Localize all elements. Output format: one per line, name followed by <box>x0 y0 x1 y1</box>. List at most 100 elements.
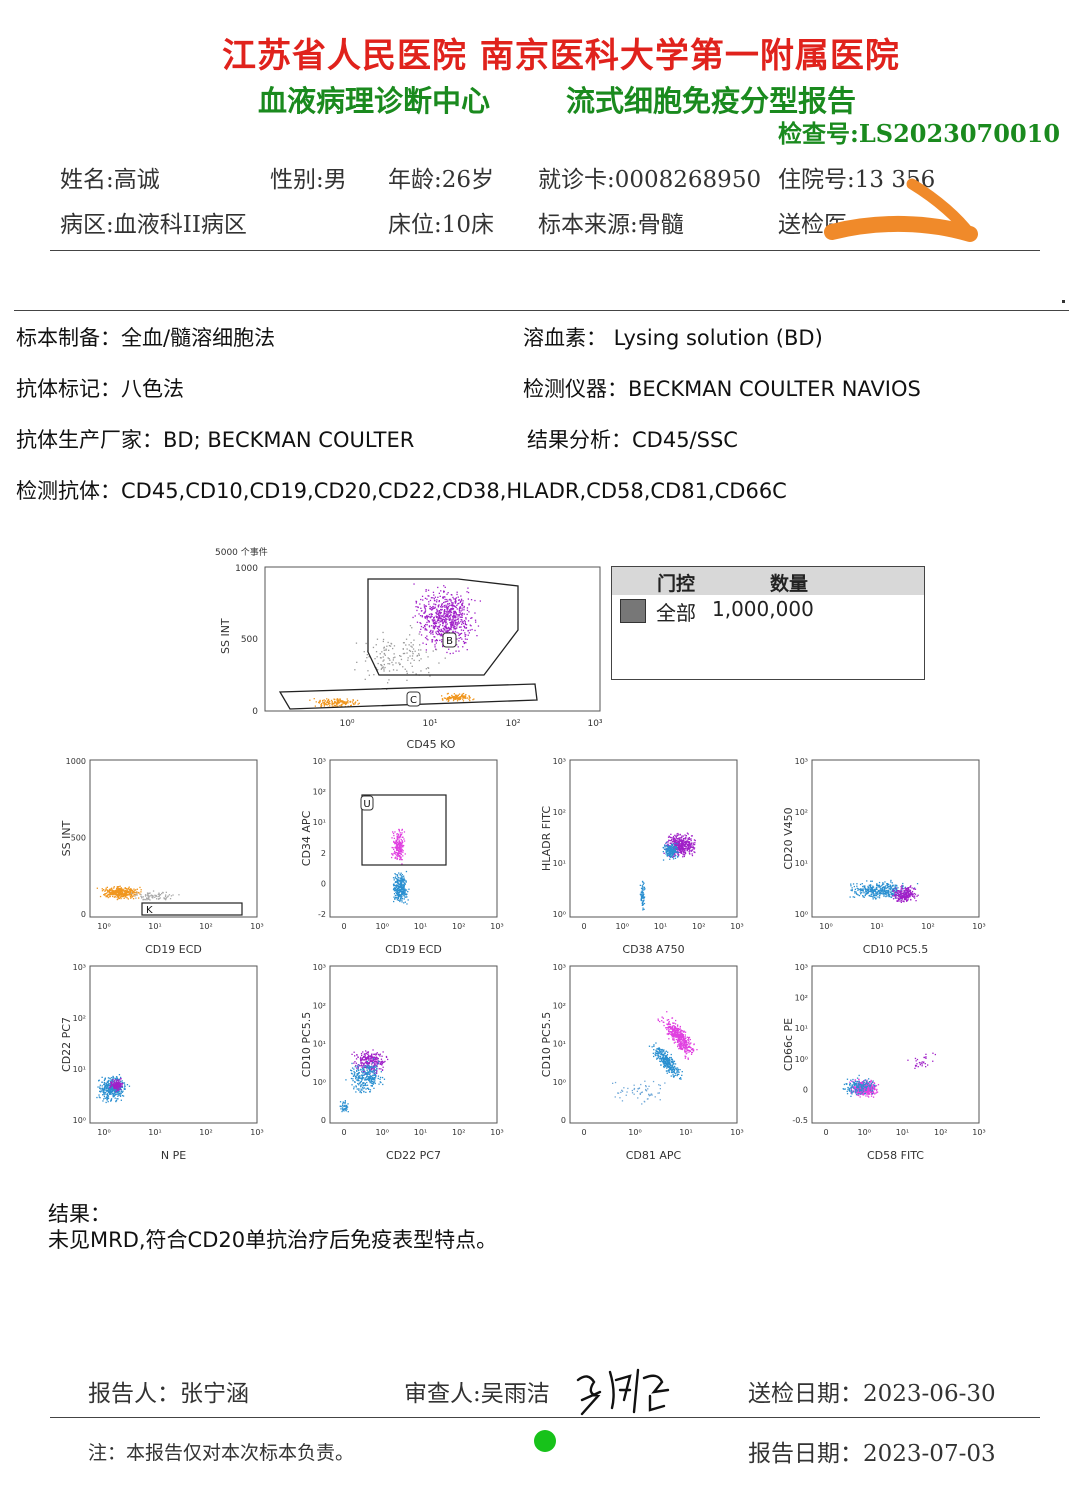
patient-ward: 病区:血液科II病区 <box>60 212 247 238</box>
x-axis-label: CD38 A750 <box>622 943 684 956</box>
y-tick: 10⁰ <box>553 910 566 919</box>
prep-method: 标本制备：全血/髓溶细胞法 <box>16 326 276 350</box>
submit-date: 送检日期：2023-06-30 <box>748 1381 996 1407</box>
y-tick: 0 <box>321 879 326 888</box>
analysis-method: 结果分析：CD45/SSC <box>527 428 738 452</box>
y-tick: 0 <box>561 1116 566 1125</box>
y-tick: 2 <box>321 849 326 858</box>
x-tick: 10⁰ <box>97 1128 110 1137</box>
event-dots <box>96 1074 131 1104</box>
x-tick: 10¹ <box>422 719 437 729</box>
plot-frame <box>811 965 980 1124</box>
x-tick: 10¹ <box>148 1128 161 1137</box>
scatter-plot-p7: CD10 PC5.5 CD81 APC 10³ 10² 10¹ 10⁰ 0 0 10⁰ 10¹ 10… <box>540 963 744 1162</box>
x-tick: 10³ <box>730 1128 743 1137</box>
event-dots <box>96 885 180 901</box>
y-tick: 10⁰ <box>553 1078 566 1087</box>
y-axis-label: SS INT <box>219 618 232 654</box>
y-tick: 0 <box>321 1116 326 1125</box>
x-tick: 0 <box>341 922 346 931</box>
event-count: 5000 个事件 <box>215 546 268 558</box>
y-axis-label: CD22 PC7 <box>60 1017 73 1072</box>
y-tick: 10⁰ <box>313 1078 326 1087</box>
y-tick: 10³ <box>313 963 326 972</box>
footer-divider <box>50 1417 1040 1418</box>
plot-frame <box>329 965 498 1124</box>
scatter-plot-p6: CD10 PC5.5 CD22 PC7 10³ 10² 10¹ 10⁰ 0 0 10⁰ 10¹ 10… <box>300 963 504 1162</box>
event-dots <box>639 832 696 911</box>
x-axis-label: CD45 KO <box>407 738 456 751</box>
x-tick: 10⁰ <box>616 922 629 931</box>
plot-frame <box>89 965 258 1124</box>
x-axis-label: CD10 PC5.5 <box>863 943 928 956</box>
x-tick: 10² <box>452 922 465 931</box>
y-tick: 10² <box>73 1014 86 1023</box>
manufacturer: 抗体生产厂家：BD; BECKMAN COULTER <box>16 428 415 452</box>
hospital-name: 江苏省人民医院 南京医科大学第一附属医院 <box>222 36 900 76</box>
scatter-plot-p4: CD20 V450 CD10 PC5.5 10³ 10² 10¹ 10⁰ 10⁰ 10¹ 10²… <box>782 757 986 956</box>
plot-frame <box>89 759 258 918</box>
y-tick: 10² <box>795 808 808 817</box>
exam-number: 检查号:LS2023070010 <box>778 119 1061 148</box>
y-tick: 10³ <box>313 757 326 766</box>
y-tick: 10³ <box>553 757 566 766</box>
x-axis-label: CD19 ECD <box>145 943 202 956</box>
y-tick: 10² <box>553 808 566 817</box>
x-tick: 10² <box>452 1128 465 1137</box>
x-tick: 10¹ <box>679 1128 692 1137</box>
table-header: 门控 数量 <box>612 567 924 595</box>
x-tick: 10³ <box>587 719 602 729</box>
x-tick: 10² <box>199 1128 212 1137</box>
header-divider <box>50 250 1040 251</box>
scatter-plot-p2: CD34 APC CD19 ECD 10³ 10² 10¹ 2 0 -2 0 10⁰ 10¹ 10² 1… <box>300 757 504 956</box>
patient-bed: 床位:10床 <box>388 212 495 238</box>
report-date: 报告日期：2023-07-03 <box>748 1441 996 1467</box>
y-tick: 10² <box>553 1001 566 1010</box>
y-axis-label: CD10 PC5.5 <box>300 1012 313 1077</box>
x-tick: 10⁰ <box>819 922 832 931</box>
reporter: 报告人：张宁涵 <box>88 1381 249 1407</box>
y-tick: 10¹ <box>795 1024 808 1033</box>
plot-frame <box>569 965 738 1124</box>
y-tick: 500 <box>241 635 258 645</box>
y-tick: 10⁰ <box>73 1116 86 1125</box>
y-tick: 10¹ <box>73 1065 86 1074</box>
x-tick: 10² <box>934 1128 947 1137</box>
plot-frame <box>264 566 601 712</box>
scatter-plot-p1: SS INT CD19 ECD 1000 500 0 10⁰ 10¹ 10² 10³ K <box>60 757 264 956</box>
y-tick: 10¹ <box>313 818 326 827</box>
gate-u-label: U <box>363 799 370 810</box>
instrument: 检测仪器：BECKMAN COULTER NAVIOS <box>523 377 921 401</box>
header-count: 数量 <box>770 573 809 595</box>
gate-k <box>141 902 243 916</box>
patient-card: 就诊卡:0008268950 <box>538 167 762 193</box>
x-axis-label: CD22 PC7 <box>386 1149 441 1162</box>
y-axis-label: CD10 PC5.5 <box>540 1012 553 1077</box>
x-tick: 10² <box>921 922 934 931</box>
x-tick: 10¹ <box>414 922 427 931</box>
annotation-arrow <box>824 178 978 242</box>
header-gate: 门控 <box>657 573 696 595</box>
event-dots <box>339 1049 389 1113</box>
y-tick: 1000 <box>235 564 258 574</box>
y-tick: 1000 <box>66 757 86 766</box>
label-method: 抗体标记：八色法 <box>16 377 184 401</box>
x-tick: 10³ <box>250 1128 263 1137</box>
row-value: 1,000,000 <box>712 597 814 621</box>
scatter-plot-p5: CD22 PC7 N PE 10³ 10² 10¹ 10⁰ 10⁰ 10¹ 10² 10³ <box>60 963 264 1162</box>
y-tick: 0 <box>803 1085 808 1094</box>
y-tick: 500 <box>71 834 86 843</box>
x-axis-label: CD58 FITC <box>867 1149 924 1162</box>
event-dots <box>849 879 919 903</box>
x-tick: 0 <box>341 1128 346 1137</box>
report-title: 流式细胞免疫分型报告 <box>566 84 857 118</box>
x-axis-label: CD81 APC <box>626 1149 682 1162</box>
y-tick: 10² <box>795 994 808 1003</box>
x-tick: 10⁰ <box>858 1128 871 1137</box>
reviewer: 审查人:吴雨洁 <box>404 1381 550 1407</box>
x-tick: 10⁰ <box>628 1128 641 1137</box>
stray-dot <box>1062 300 1065 303</box>
y-tick: -2 <box>318 910 326 919</box>
x-tick: 0 <box>823 1128 828 1137</box>
event-dots <box>612 1011 698 1105</box>
